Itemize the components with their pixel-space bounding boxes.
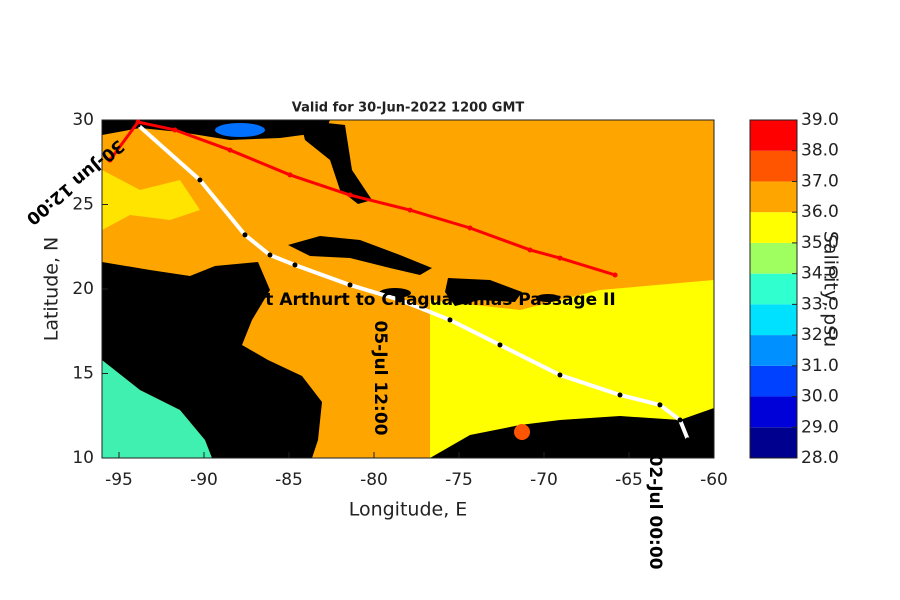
cruise-label: On Port Arthurt to Chaguaramas Passage I… [200,290,615,310]
colorbar-tick-label: 32.0 [801,325,839,345]
x-tick-label: -95 [105,470,133,490]
track-point [172,127,178,133]
time-label: 05-Jul 12:00 [370,321,390,436]
colorbar-band [750,365,797,397]
colorbar-band [750,396,797,428]
x-tick-label: -90 [190,470,218,490]
y-tick-label: 20 [72,279,94,299]
track-point [557,255,563,261]
track-point [407,207,413,213]
pacific-area [102,360,212,458]
track-point [677,417,683,423]
track-point [267,252,273,258]
track-point [227,147,233,153]
colorbar-frame [749,119,798,459]
track-point [347,282,353,288]
track-point [685,437,691,443]
track-point [617,392,623,398]
colorbar-tick-label: 37.0 [801,171,839,191]
track-point [557,372,563,378]
south-america [430,408,714,458]
x-tick-label: -85 [275,470,303,490]
track-point [292,262,298,268]
track-point [242,232,248,238]
map-field [102,120,714,458]
x-axis-label: Longitude, E [349,499,468,521]
colorbar-tick-label: 33.0 [801,294,839,314]
map-title: Valid for 30-Jun-2022 1200 GMT [292,101,525,116]
track-point [657,402,663,408]
colorbar-band [750,335,797,366]
colorbar-tick-label: 31.0 [801,356,839,376]
track-point [197,177,203,183]
river-outflow [215,123,265,137]
cuba [288,236,432,275]
x-tick-label: -70 [530,470,558,490]
colorbar-tick-label: 29.0 [801,417,839,437]
florida [300,120,372,204]
y-tick-label: 30 [72,110,94,130]
track-point [397,297,403,303]
colorbar-band [750,120,797,151]
track-point [347,192,353,198]
central-america [102,262,322,458]
colorbar-tick-label: 36.0 [801,202,839,222]
low-salinity-area [430,280,714,458]
hispaniola [445,278,522,306]
track-point [527,247,533,253]
colorbar-tick-label: 28.0 [801,448,839,468]
x-tick-label: -75 [445,470,473,490]
plot-layer [107,119,691,443]
track-point [107,157,113,163]
colorbar-band [750,273,797,305]
puerto-rico [536,294,560,302]
lagoon [514,424,530,440]
track-point [467,225,473,231]
colorbar-band [750,212,797,243]
track-point [135,119,141,125]
colorbar-band [750,150,797,182]
x-tick-label: -65 [615,470,643,490]
colorbar-tick-label: 35.0 [801,233,839,253]
y-tick-label: 10 [72,448,94,468]
x-tick-label: -60 [700,470,728,490]
colorbar-band [750,242,797,274]
colorbar-tick-label: 39.0 [801,110,839,130]
track-point [447,317,453,323]
x-tick-label: -80 [360,470,388,490]
track-point [287,172,293,178]
y-tick-label: 25 [72,195,94,215]
gulf-shelf [102,170,200,230]
track-point [612,272,618,278]
track-point [497,342,503,348]
colorbar-band [750,181,797,213]
colorbar-label: Salinity, psu [820,231,842,347]
colorbar-tick-label: 30.0 [801,387,839,407]
ship-track [136,123,690,441]
colorbar-tick-label: 34.0 [801,264,839,284]
colorbar-band [750,304,797,336]
colorbar-band [750,427,797,458]
y-tick-label: 15 [72,364,94,384]
colorbar-tick-label: 38.0 [801,141,839,161]
time-label: 02-Jul 00:00 [645,455,665,570]
y-axis-label: Latitude, N [41,237,63,342]
